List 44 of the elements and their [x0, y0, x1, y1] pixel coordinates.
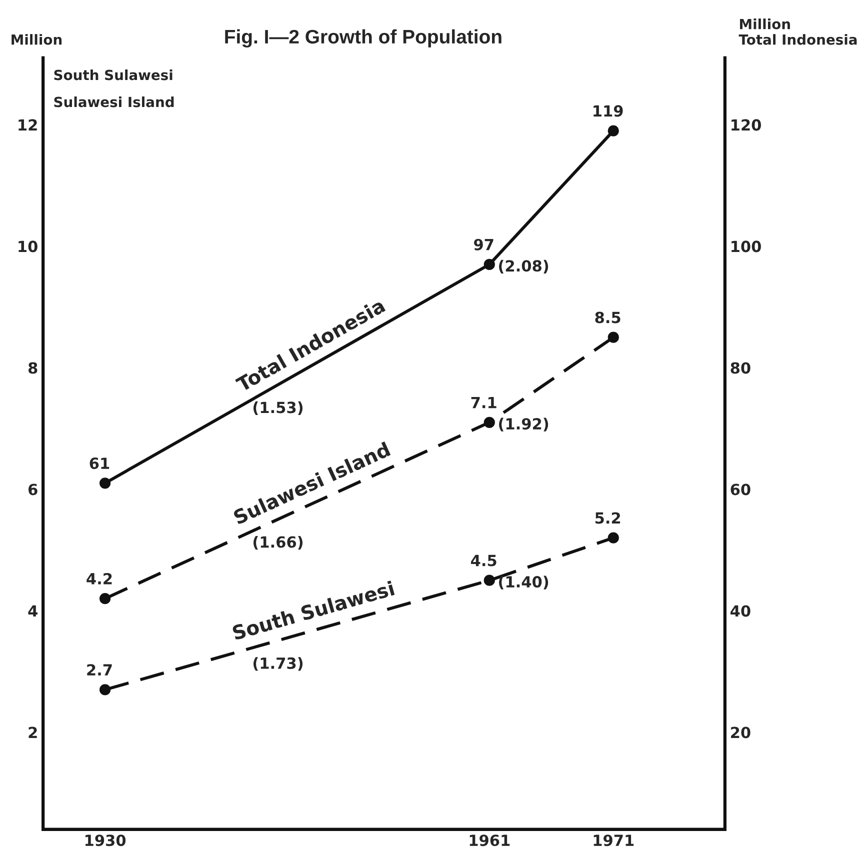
- point: [608, 125, 619, 136]
- y-tick-label: 10: [18, 240, 38, 252]
- y-tick-label: 6: [28, 484, 38, 496]
- y-tick-label: 12: [18, 119, 37, 131]
- y2-axis-title: Million Total Indonesia: [738, 18, 857, 45]
- y2-tick-label: 20: [731, 726, 750, 738]
- y2-tick-label: 40: [730, 605, 750, 617]
- annotation: (1.53): [253, 401, 303, 416]
- point: [608, 532, 619, 544]
- y2-tick-label: 100: [732, 240, 761, 252]
- annotation: South Sulawesi: [54, 69, 172, 80]
- point: [99, 478, 111, 489]
- annotation: Sulawesi Island: [54, 96, 174, 108]
- chart-title: Fig. I—2 Growth of Population: [225, 29, 502, 48]
- data-label: 4.5: [470, 554, 496, 566]
- point: [99, 593, 111, 604]
- data-label: 2.7: [87, 664, 112, 676]
- data-label: 61: [90, 458, 110, 470]
- y2-tick-label: 120: [732, 119, 761, 131]
- data-label: 8.5: [595, 312, 620, 324]
- y-tick-label: 8: [28, 362, 38, 374]
- point: [608, 332, 619, 343]
- point: [484, 258, 495, 270]
- data-label: 119: [594, 105, 623, 117]
- point: [484, 574, 495, 586]
- annotation: (1.73): [253, 657, 303, 671]
- annotation: (1.66): [253, 536, 303, 550]
- annotation: (1.92): [499, 418, 548, 432]
- x-tick-label: 1961: [470, 834, 510, 846]
- annotation: (2.08): [499, 260, 548, 274]
- y2-tick-label: 60: [730, 484, 750, 496]
- data-label: 7.1: [471, 396, 496, 408]
- data-label: 4.2: [86, 572, 112, 584]
- data-label: 5.2: [595, 512, 620, 524]
- point: [99, 684, 111, 696]
- data-label: 97: [474, 238, 494, 250]
- y-tick-label: 2: [28, 726, 37, 738]
- x-tick-label: 1930: [86, 834, 126, 846]
- y-tick-label: 4: [28, 605, 38, 617]
- y2-tick-label: 80: [730, 362, 750, 374]
- y-axis-title: Million: [12, 34, 62, 45]
- annotation: (1.40): [499, 576, 548, 590]
- x-tick-label: 1971: [594, 834, 634, 846]
- point: [484, 416, 495, 428]
